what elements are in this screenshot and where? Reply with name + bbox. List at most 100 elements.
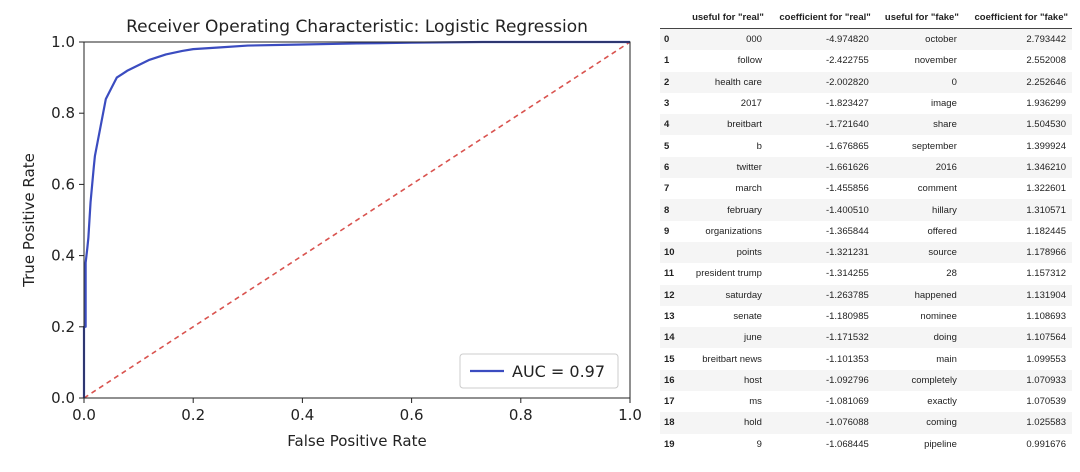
col-coef-fake-header: coefficient for "fake" xyxy=(962,8,1072,29)
col-index-cell: 6 xyxy=(664,161,670,173)
y-tick-label: 0.8 xyxy=(51,104,75,122)
table-header: useful for "real" coefficient for "real" u… xyxy=(660,8,1072,29)
x-tick-label: 0.0 xyxy=(72,406,96,424)
col-useful-fake-cell: image xyxy=(930,98,957,110)
col-coef-real-cell: -1.076088 xyxy=(825,417,869,429)
col-useful-fake-cell: october xyxy=(925,34,957,46)
col-index-cell: 4 xyxy=(664,119,670,131)
col-useful-real-cell: breitbart xyxy=(727,119,762,131)
col-useful-real-cell: 9 xyxy=(756,438,762,450)
col-coef-fake-cell: 1.070933 xyxy=(1026,374,1066,386)
col-useful-real-cell: twitter xyxy=(736,161,762,173)
col-coef-fake-cell: 1.399924 xyxy=(1026,140,1066,152)
col-index-cell: 5 xyxy=(664,140,670,152)
col-coef-real-cell: -2.002820 xyxy=(825,76,869,88)
table-row: 15 breitbart news -1.101353 main 1.099553 xyxy=(660,348,1072,370)
table-row: 4 breitbart -1.721640 share 1.504530 xyxy=(660,114,1072,136)
table-row: 3 2017 -1.823427 image 1.936299 xyxy=(660,92,1072,115)
x-tick-label: 0.4 xyxy=(290,406,314,424)
col-coef-fake-cell: 1.178966 xyxy=(1026,247,1066,259)
y-tick-label: 0.6 xyxy=(51,175,75,193)
col-coef-real-cell: -4.974820 xyxy=(825,34,869,46)
col-coef-fake-cell: 1.157312 xyxy=(1026,268,1066,280)
col-index-cell: 9 xyxy=(664,225,670,237)
col-index-cell: 16 xyxy=(664,374,675,386)
col-index-cell: 19 xyxy=(664,438,675,450)
col-coef-fake-cell: 1.310571 xyxy=(1026,204,1066,216)
table-row: 9 organizations -1.365844 offered 1.182445 xyxy=(660,220,1072,242)
col-useful-fake-cell: september xyxy=(911,140,957,152)
col-index-cell: 14 xyxy=(664,332,675,344)
col-coef-real-header: coefficient for "real" xyxy=(767,8,875,29)
table-row: 19 9 -1.068445 pipeline 0.991676 xyxy=(660,433,1072,455)
col-index-cell: 15 xyxy=(664,353,675,365)
table-row: 13 senate -1.180985 nominee 1.108693 xyxy=(660,305,1072,328)
table-row: 14 june -1.171532 doing 1.107564 xyxy=(660,327,1072,349)
col-coef-real-cell: -1.721640 xyxy=(825,119,869,131)
col-useful-fake-cell: happened xyxy=(914,289,957,301)
col-useful-real-cell: president trump xyxy=(695,268,762,280)
col-coef-real-cell: -1.321231 xyxy=(825,247,869,259)
col-useful-fake-cell: nominee xyxy=(920,311,957,322)
col-coef-real-cell: -1.263785 xyxy=(825,289,869,301)
col-coef-fake-cell: 2.252646 xyxy=(1026,76,1066,88)
plot-frame xyxy=(83,41,631,399)
col-coef-real-cell: -1.092796 xyxy=(825,374,869,386)
y-tick-label: 0.2 xyxy=(51,318,75,336)
col-useful-fake-cell: main xyxy=(936,353,957,365)
table-row: 10 points -1.321231 source 1.178966 xyxy=(660,241,1072,264)
col-coef-real-cell: -1.400510 xyxy=(825,204,869,216)
col-coef-real-cell: -1.661626 xyxy=(825,161,869,173)
x-tick-label: 0.6 xyxy=(400,406,424,424)
col-useful-fake-cell: pipeline xyxy=(924,438,957,450)
col-coef-fake-cell: 1.936299 xyxy=(1026,98,1066,110)
col-coef-real-cell: -2.422755 xyxy=(825,55,869,67)
y-tick-label: 1.0 xyxy=(51,33,75,51)
col-useful-real-cell: ms xyxy=(749,396,762,408)
table-row: 12 saturday -1.263785 happened 1.131904 xyxy=(660,284,1072,306)
col-coef-fake-cell: 1.107564 xyxy=(1026,332,1066,344)
y-axis-label: True Positive Rate xyxy=(20,153,38,288)
col-useful-fake-cell: completely xyxy=(911,374,957,386)
col-coef-fake-cell: 1.131904 xyxy=(1026,289,1066,301)
col-useful-fake-cell: comment xyxy=(917,183,957,195)
col-useful-real-cell: health care xyxy=(714,76,762,88)
col-coef-fake-cell: 2.793442 xyxy=(1026,34,1066,46)
col-useful-fake-cell: offered xyxy=(927,225,957,237)
x-tick-label: 0.8 xyxy=(509,406,533,424)
reference-diagonal-line xyxy=(83,41,631,399)
x-tick-label: 1.0 xyxy=(618,406,642,424)
col-index-cell: 17 xyxy=(664,396,675,408)
table-row: 7 march -1.455856 comment 1.322601 xyxy=(660,178,1072,200)
col-coef-real-cell: -1.101353 xyxy=(825,353,869,365)
col-coef-fake-cell: 1.322601 xyxy=(1026,183,1066,195)
col-useful-real-cell: hold xyxy=(743,417,762,429)
col-coef-real-cell: -1.676865 xyxy=(825,140,869,152)
chart-title: Receiver Operating Characteristic: Logis… xyxy=(126,17,588,37)
col-useful-fake-cell: exactly xyxy=(927,396,957,408)
col-useful-real-cell: organizations xyxy=(705,225,762,237)
table-body: 0 000 -4.974820 october 2.793442 1 follow -2.42… xyxy=(660,28,1072,455)
x-tick-label: 0.2 xyxy=(181,406,205,424)
col-coef-fake-cell: 1.346210 xyxy=(1026,161,1066,173)
col-coef-fake-cell: 1.108693 xyxy=(1026,311,1066,322)
legend-box xyxy=(459,353,619,389)
col-useful-real-cell: senate xyxy=(733,311,762,322)
col-index-cell: 18 xyxy=(664,417,675,429)
col-coef-fake-cell: 0.991676 xyxy=(1026,438,1066,450)
table-row: 8 february -1.400510 hillary 1.310571 xyxy=(660,199,1072,221)
col-index-cell: 13 xyxy=(664,311,675,322)
legend-label: AUC = 0.97 xyxy=(512,362,605,381)
table-row: 11 president trump -1.314255 28 1.157312 xyxy=(660,263,1072,285)
col-useful-real-cell: 2017 xyxy=(740,98,762,110)
col-useful-fake-cell: 28 xyxy=(946,268,957,280)
col-useful-fake-cell: source xyxy=(928,247,957,259)
col-index-cell: 7 xyxy=(664,183,670,195)
roc-chart: 0.0 0.2 0.4 0.6 0.8 1.0 0.0 0.2 0.4 0.6 0.8 1.0 Rece… xyxy=(20,17,642,450)
col-useful-real-cell: host xyxy=(743,374,762,386)
col-useful-real-cell: february xyxy=(727,204,762,216)
col-coef-fake-cell: 1.182445 xyxy=(1026,225,1066,237)
col-coef-real-cell: -1.068445 xyxy=(825,438,869,450)
y-tick-label: 0.0 xyxy=(51,389,75,407)
col-coef-real-cell: -1.455856 xyxy=(825,183,869,195)
